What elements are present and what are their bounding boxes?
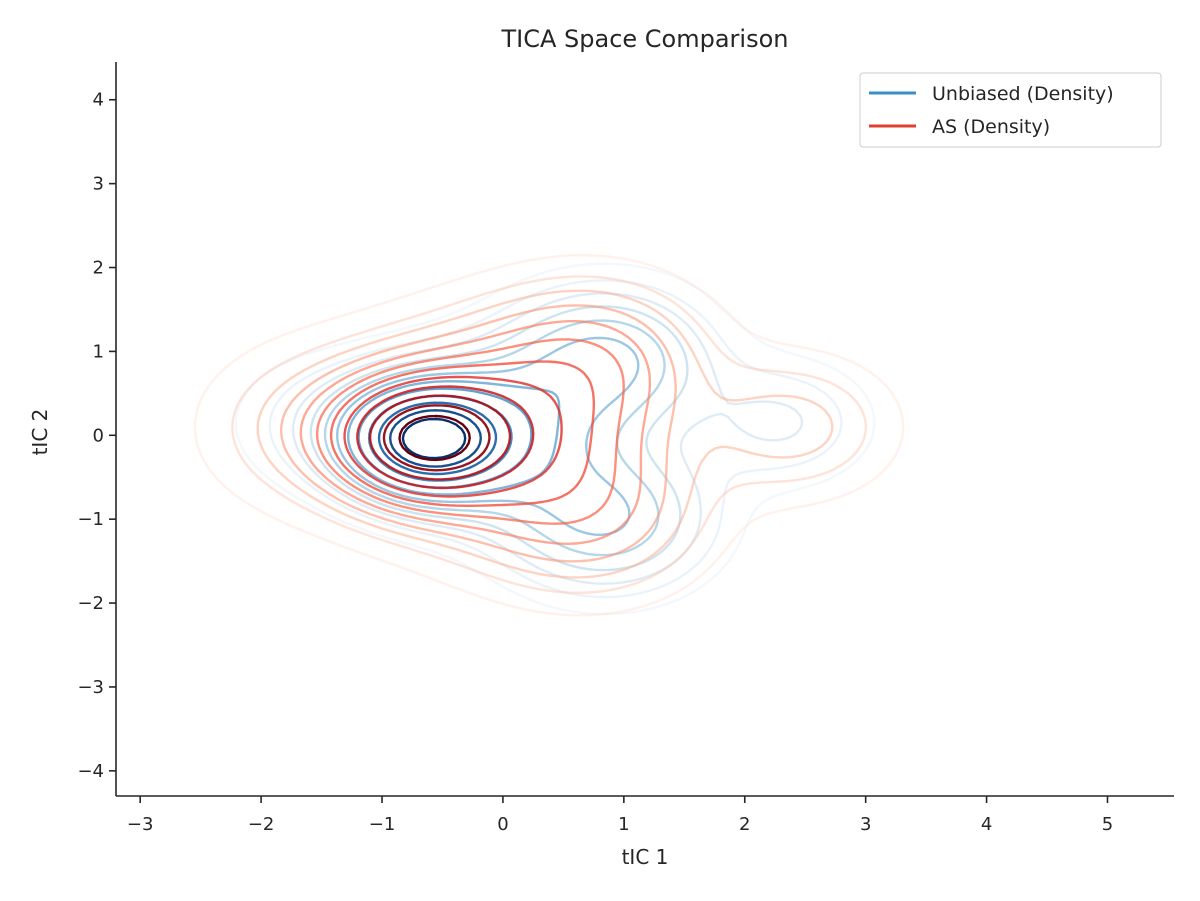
- contour-line: [377, 401, 498, 476]
- y-tick-label: −2: [77, 593, 104, 614]
- contour-line: [343, 375, 563, 498]
- legend: Unbiased (Density) AS (Density): [859, 72, 1162, 148]
- contour-line: [401, 417, 467, 460]
- contour-line: [398, 414, 471, 462]
- x-tick-label: 0: [497, 814, 508, 835]
- y-axis-title: tIC 2: [28, 409, 52, 456]
- contour-line: [382, 404, 491, 472]
- contour-line: [389, 409, 482, 468]
- contour-line: [309, 305, 689, 572]
- x-tick-label: 5: [1102, 814, 1113, 835]
- contour-line: [329, 360, 595, 507]
- contour-line: [336, 336, 640, 536]
- contour-line: [299, 320, 652, 545]
- contour-line: [256, 289, 834, 579]
- y-tick-label: −3: [77, 677, 104, 698]
- as-density-contours: [193, 254, 905, 617]
- legend-box: [859, 72, 1162, 148]
- y-tick-label: 2: [93, 258, 104, 279]
- contour-line: [234, 262, 876, 616]
- x-tick-label: 2: [739, 814, 750, 835]
- contour-line: [323, 319, 666, 557]
- y-tick-label: −4: [77, 761, 104, 782]
- y-axis-ticks: −4 −3 −2 −1 0 1 2 3 4: [77, 90, 116, 782]
- x-tick-label: −1: [369, 814, 396, 835]
- x-tick-label: 3: [860, 814, 871, 835]
- x-axis-title: tIC 1: [622, 845, 669, 869]
- legend-label-unbiased: Unbiased (Density): [932, 83, 1114, 105]
- x-tick-label: −2: [248, 814, 275, 835]
- contour-line: [315, 338, 625, 525]
- y-tick-label: 4: [93, 90, 104, 111]
- y-tick-label: 1: [93, 341, 104, 362]
- chart-title: TICA Space Comparison: [500, 25, 788, 53]
- contour-line: [193, 254, 905, 617]
- x-tick-label: −3: [127, 814, 154, 835]
- contour-line: [368, 394, 512, 481]
- contour-line: [231, 275, 867, 594]
- contour-line: [356, 385, 535, 490]
- contour-line: [268, 279, 843, 599]
- contour-line: [347, 380, 561, 496]
- y-tick-label: 3: [93, 174, 104, 195]
- unbiased-density-contours: [234, 262, 876, 616]
- x-tick-label: 1: [618, 814, 629, 835]
- x-tick-label: 4: [981, 814, 992, 835]
- x-axis-ticks: −3 −2 −1 0 1 2 3 4 5: [127, 796, 1113, 835]
- y-tick-label: 0: [93, 425, 104, 446]
- contour-line: [279, 304, 677, 563]
- legend-label-as: AS (Density): [932, 116, 1050, 138]
- y-tick-label: −1: [77, 509, 104, 530]
